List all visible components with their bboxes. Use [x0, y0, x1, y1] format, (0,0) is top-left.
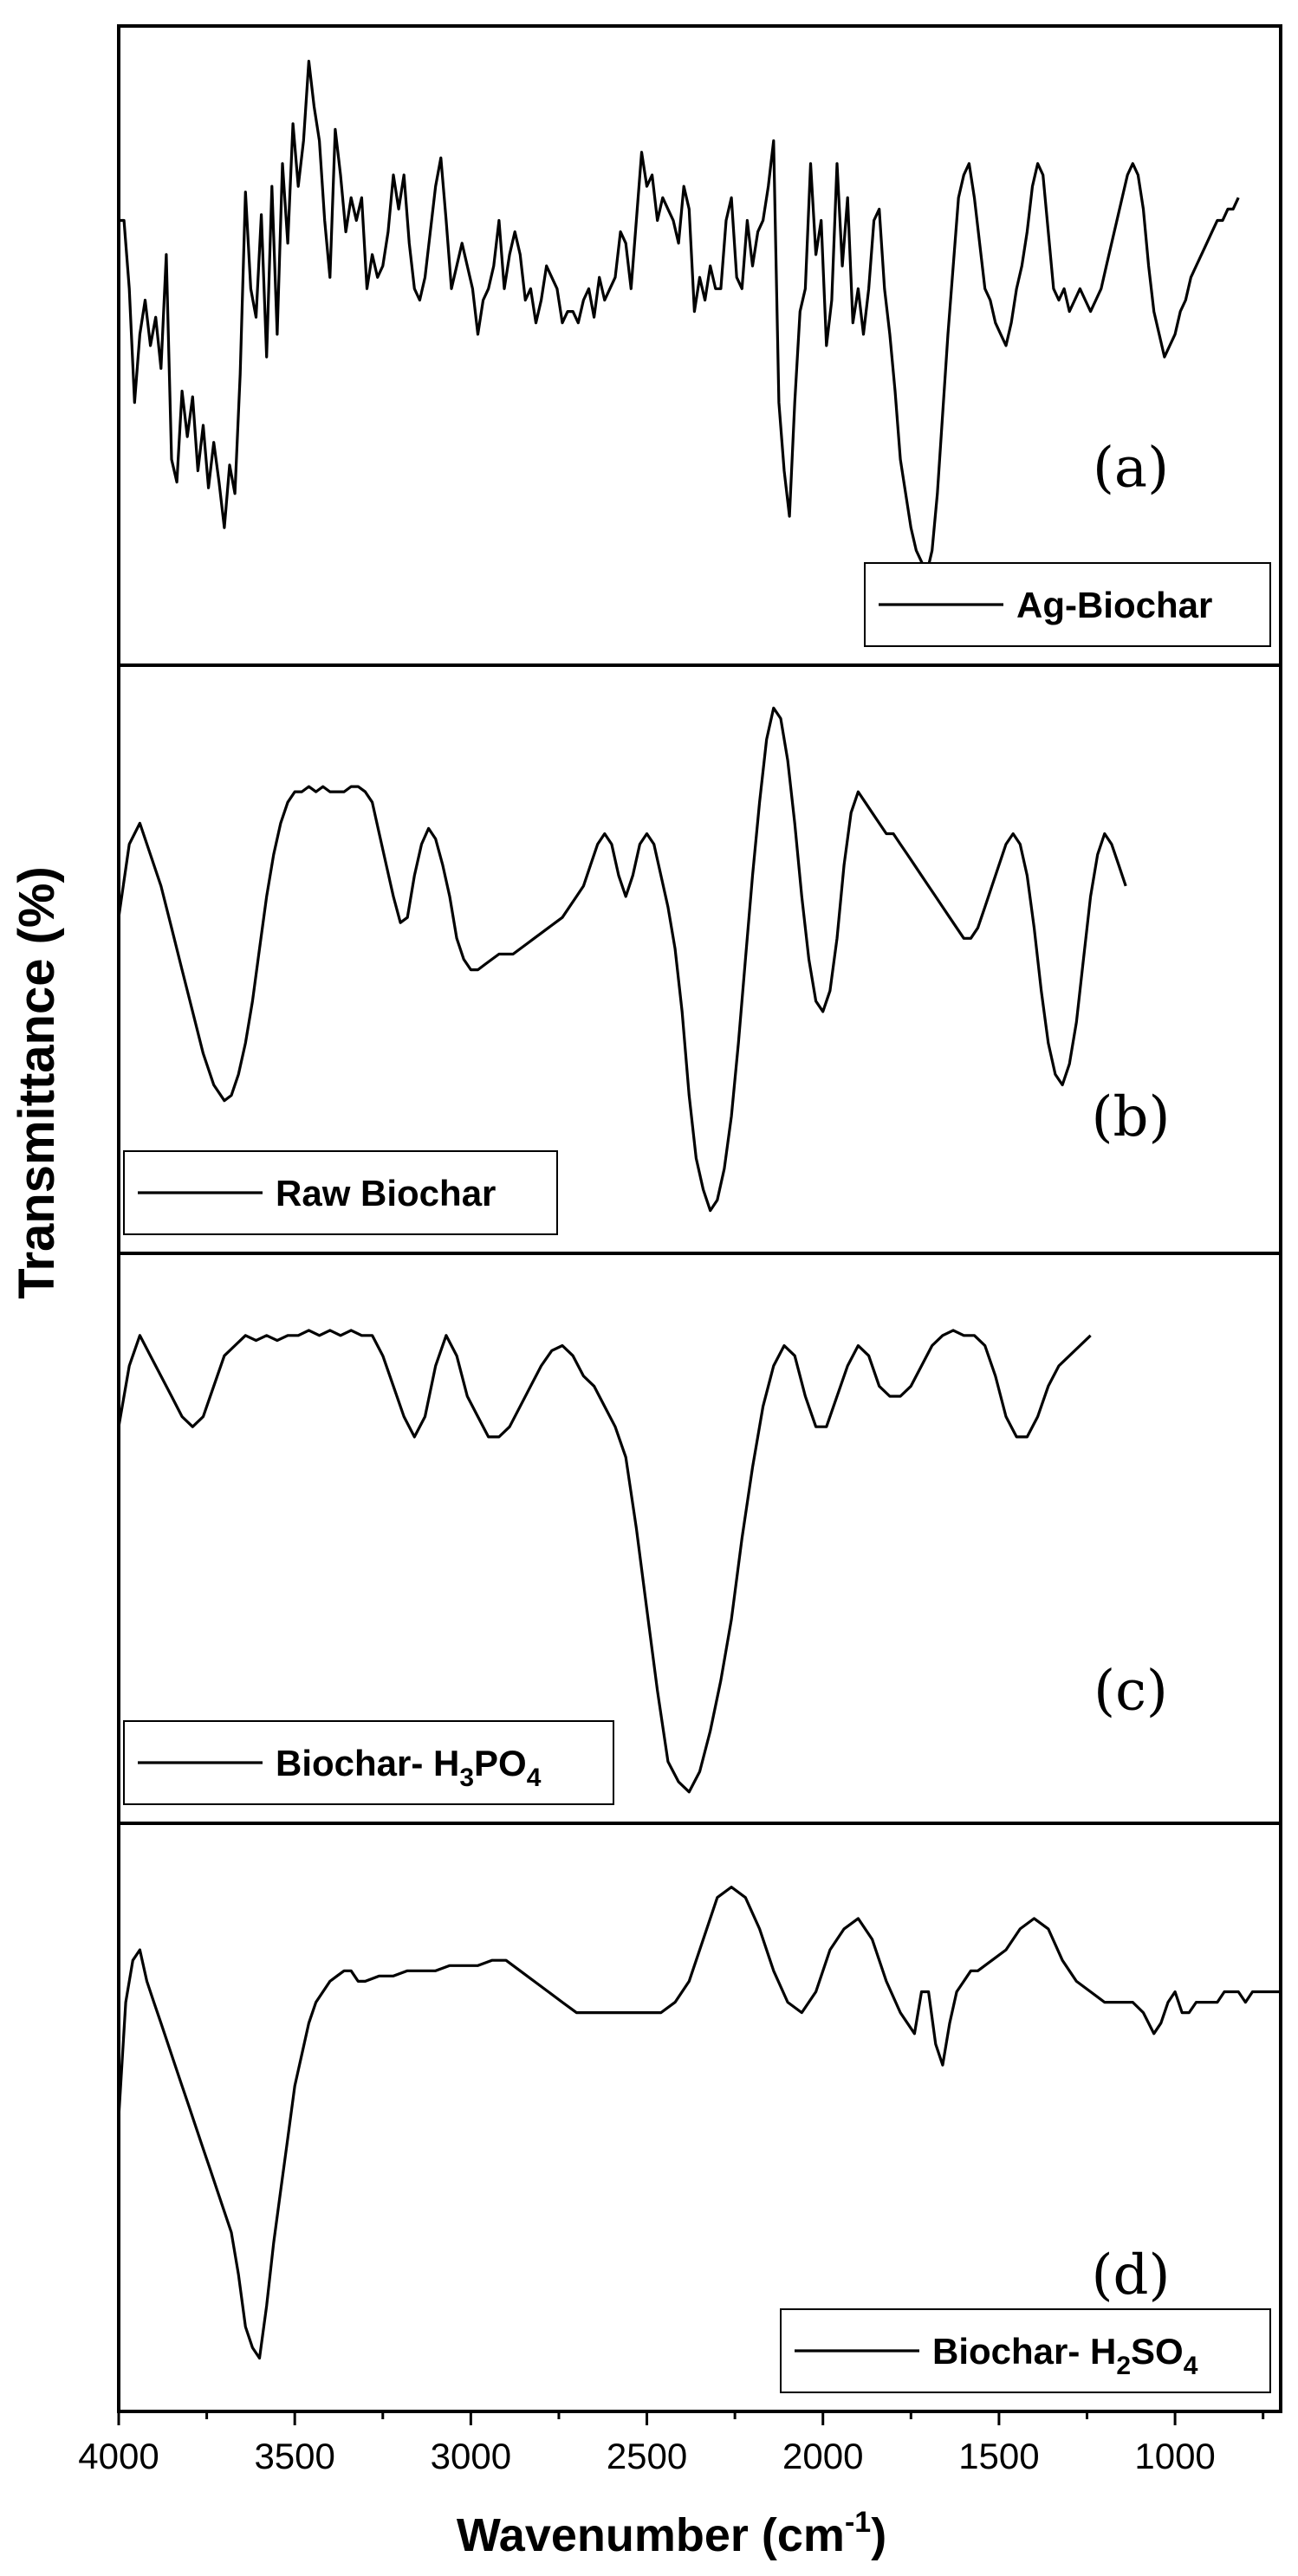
x-axis-label-main: Wavenumber (cm [457, 2509, 845, 2561]
x-axis: 4000 3500 3000 2500 2000 1500 1000 [78, 2411, 1265, 2476]
legend-label: Biochar- H2SO4 [932, 2331, 1198, 2380]
x-tick-label: 4000 [78, 2436, 159, 2476]
legend: Biochar- H3PO4 [123, 1720, 614, 1805]
panel-1: (a) Ag-Biochar [117, 24, 1282, 667]
panel-letter: (b) [1092, 1085, 1171, 1149]
x-axis-label-tail: ) [871, 2509, 886, 2561]
x-axis-label-superscript: -1 [845, 2506, 871, 2539]
panel-4: (d) Biochar- H2SO4 [117, 1822, 1282, 2413]
panels-group: (a) Ag-Biochar (b) Raw Biochar (c) Biochar- H… [117, 24, 1282, 2413]
x-tick-label: 1000 [1134, 2436, 1215, 2476]
legend: Biochar- H2SO4 [780, 2308, 1271, 2393]
legend-label: Ag-Biochar [1016, 585, 1212, 625]
series-line-4-1 [117, 1886, 1281, 2360]
panel-3: (c) Biochar- H3PO4 [117, 1252, 1282, 1825]
series-line-2-1 [117, 706, 1127, 1213]
x-tick-label: 3000 [431, 2436, 511, 2476]
y-axis-label: Transmittance (%) [9, 866, 65, 1299]
panel-letter: (c) [1094, 1659, 1168, 1723]
legend: Raw Biochar [123, 1150, 558, 1235]
x-tick-label: 2000 [782, 2436, 863, 2476]
legend: Ag-Biochar [864, 562, 1271, 647]
legend-label: Raw Biochar [276, 1173, 496, 1214]
panel-2: (b) Raw Biochar [117, 663, 1282, 1255]
x-tick-label: 3500 [254, 2436, 334, 2476]
series-line-1-1 [119, 60, 1240, 575]
legend-label: Biochar- H3PO4 [276, 1743, 542, 1792]
panel-letter: (a) [1093, 436, 1169, 500]
panel-letter: (d) [1092, 2243, 1171, 2307]
x-axis-label: Wavenumber (cm-1) [457, 2506, 886, 2561]
series-line-3-1 [117, 1329, 1092, 1794]
x-tick-label: 1500 [958, 2436, 1039, 2476]
x-tick-label: 2500 [607, 2436, 687, 2476]
